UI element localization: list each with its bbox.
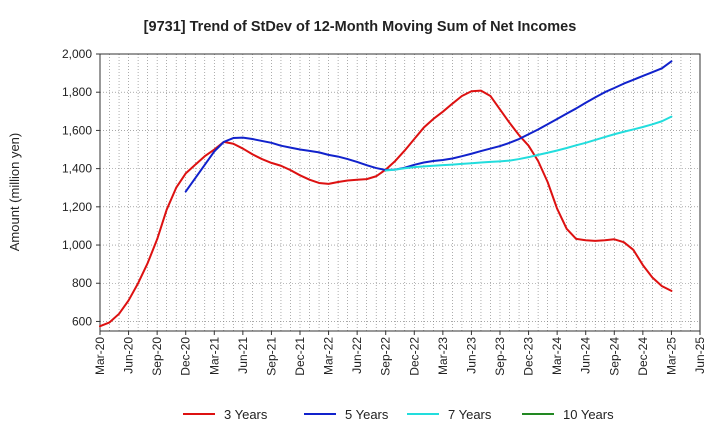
x-tick-label: Jun-25 xyxy=(693,337,707,374)
y-tick-label: 1,200 xyxy=(62,200,92,214)
grid-lines xyxy=(100,53,700,331)
series-lines xyxy=(99,60,673,328)
x-tick-label: Sep-24 xyxy=(607,337,621,376)
x-tick-label: Dec-23 xyxy=(522,337,536,376)
legend-label-10-years: 10 Years xyxy=(563,407,614,422)
y-tick-label: 1,800 xyxy=(62,85,92,99)
y-tick-label: 1,000 xyxy=(62,238,92,252)
series-line-7-years xyxy=(384,115,673,172)
x-tick-label: Dec-21 xyxy=(293,337,307,376)
chart-title: [9731] Trend of StDev of 12-Month Moving… xyxy=(144,19,577,35)
x-tick-label: Sep-23 xyxy=(493,337,507,376)
x-tick-label: Jun-23 xyxy=(464,337,478,374)
y-tick-label: 600 xyxy=(72,314,92,328)
legend: 3 Years 5 Years 7 Years 10 Years xyxy=(183,407,614,422)
legend-label-3-years: 3 Years xyxy=(224,407,268,422)
x-tick-label: Sep-20 xyxy=(150,337,164,376)
x-tick-label: Jun-22 xyxy=(350,337,364,374)
y-axis-label: Amount (million yen) xyxy=(7,133,22,252)
x-tick-label: Sep-22 xyxy=(379,337,393,376)
legend-label-5-years: 5 Years xyxy=(345,407,389,422)
x-tick-label: Mar-20 xyxy=(93,337,107,375)
x-tick-label: Mar-21 xyxy=(207,337,221,375)
x-tick-label: Dec-20 xyxy=(179,337,193,376)
x-tick-label: Mar-24 xyxy=(550,337,564,375)
y-tick-label: 1,600 xyxy=(62,123,92,137)
x-tick-label: Sep-21 xyxy=(264,337,278,376)
x-tick-label: Mar-25 xyxy=(664,337,678,375)
x-tick-label: Jun-20 xyxy=(122,337,136,374)
x-tick-label: Jun-21 xyxy=(236,337,250,374)
x-tick-label: Jun-24 xyxy=(579,337,593,374)
y-tick-label: 800 xyxy=(72,276,92,290)
legend-label-7-years: 7 Years xyxy=(448,407,492,422)
y-tick-labels: 600 800 1,000 1,200 1,400 1,600 1,800 2,000 xyxy=(62,47,100,328)
y-tick-label: 1,400 xyxy=(62,162,92,176)
plot-frame xyxy=(99,53,701,332)
x-tick-label: Dec-22 xyxy=(407,337,421,376)
x-tick-labels: Mar-20 Jun-20 Sep-20 Dec-20 Mar-21 Jun-21 Sep-… xyxy=(93,331,707,376)
axes xyxy=(99,53,701,332)
y-tick-label: 2,000 xyxy=(62,47,92,61)
series-line-5-years xyxy=(184,60,673,193)
x-tick-label: Dec-24 xyxy=(636,337,650,376)
x-tick-label: Mar-22 xyxy=(322,337,336,375)
x-tick-label: Mar-23 xyxy=(436,337,450,375)
